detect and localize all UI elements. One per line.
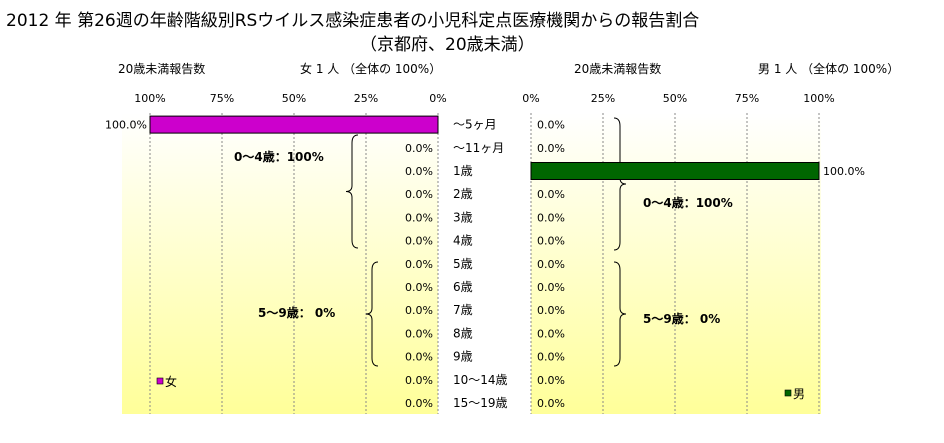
age-category-label: 1歳 — [453, 164, 473, 178]
male-group-annotation-5-9: 5～9歳： 0% — [643, 311, 720, 326]
group-brace — [365, 261, 379, 367]
female-data-label: 0.0% — [405, 211, 433, 224]
male-data-label: 0.0% — [537, 327, 565, 340]
male-plot-area — [531, 113, 821, 414]
female-data-label: 0.0% — [405, 188, 433, 201]
male-summary: 男 1 人 （全体の 100%） — [758, 62, 900, 76]
female-legend-label: 女 — [165, 374, 177, 389]
male-count-label: 20歳未満報告数 — [574, 62, 662, 76]
male-data-label: 0.0% — [537, 351, 565, 364]
female-legend-swatch — [156, 377, 164, 385]
age-category-label: 5歳 — [453, 257, 473, 271]
age-category-label: ～5ヶ月 — [453, 118, 497, 132]
male-data-label: 0.0% — [537, 119, 565, 132]
female-data-label: 0.0% — [405, 351, 433, 364]
male-data-label: 0.0% — [537, 281, 565, 294]
female-data-label: 0.0% — [405, 374, 433, 387]
age-category-label: 8歳 — [453, 326, 473, 340]
female-data-label: 0.0% — [405, 258, 433, 271]
male-data-label: 0.0% — [537, 211, 565, 224]
male-x-tick: 0% — [522, 92, 539, 105]
male-x-tick: 75% — [735, 92, 759, 105]
female-group-annotation-5-9: 5～9歳： 0% — [258, 305, 335, 320]
male-data-label: 0.0% — [537, 304, 565, 317]
female-count-label: 20歳未満報告数 — [118, 62, 206, 76]
female-data-label: 0.0% — [405, 397, 433, 410]
female-data-label: 0.0% — [405, 304, 433, 317]
female-x-tick: 100% — [134, 92, 165, 105]
female-data-label: 0.0% — [405, 142, 433, 155]
age-category-label: 3歳 — [453, 210, 473, 224]
group-brace — [613, 261, 627, 367]
age-category-label: 7歳 — [453, 303, 473, 317]
female-x-tick: 0% — [429, 92, 446, 105]
age-category-label: ～11ヶ月 — [453, 141, 504, 155]
male-legend-label: 男 — [793, 387, 805, 401]
male-data-label: 0.0% — [537, 397, 565, 410]
male-data-label: 100.0% — [823, 165, 865, 178]
male-data-label: 0.0% — [537, 374, 565, 387]
age-category-label: 9歳 — [453, 350, 473, 364]
male-data-label: 0.0% — [537, 142, 565, 155]
female-data-label: 0.0% — [405, 281, 433, 294]
male-legend-swatch — [784, 389, 792, 397]
female-data-label: 0.0% — [405, 327, 433, 340]
age-category-label: 15～19歳 — [453, 396, 508, 410]
female-group-annotation-0-4: 0～4歳：100% — [234, 149, 324, 164]
female-x-tick: 25% — [354, 92, 378, 105]
female-data-label: 0.0% — [405, 165, 433, 178]
chart-title: 2012 年 第26週の年齢階級別RSウイルス感染症患者の小児科定点医療機関から… — [6, 11, 700, 31]
chart-subtitle: （京都府、20歳未満） — [360, 35, 535, 55]
female-bar — [149, 115, 439, 134]
group-brace — [613, 117, 627, 251]
age-category-label: 10～14歳 — [453, 373, 508, 387]
female-data-label: 100.0% — [105, 119, 147, 132]
age-category-label: 6歳 — [453, 280, 473, 294]
male-bar — [530, 162, 820, 180]
age-category-label: 4歳 — [453, 234, 473, 248]
group-brace — [345, 134, 359, 249]
female-data-label: 0.0% — [405, 235, 433, 248]
male-data-label: 0.0% — [537, 235, 565, 248]
male-data-label: 0.0% — [537, 258, 565, 271]
male-group-annotation-0-4: 0～4歳：100% — [643, 195, 733, 210]
male-x-tick: 25% — [591, 92, 615, 105]
male-data-label: 0.0% — [537, 188, 565, 201]
male-x-tick: 100% — [803, 92, 834, 105]
age-category-label: 2歳 — [453, 187, 473, 201]
female-plot-area — [122, 113, 438, 414]
male-x-tick: 50% — [663, 92, 687, 105]
female-x-tick: 75% — [210, 92, 234, 105]
female-x-tick: 50% — [282, 92, 306, 105]
female-summary: 女 1 人 （全体の 100%） — [300, 62, 442, 76]
